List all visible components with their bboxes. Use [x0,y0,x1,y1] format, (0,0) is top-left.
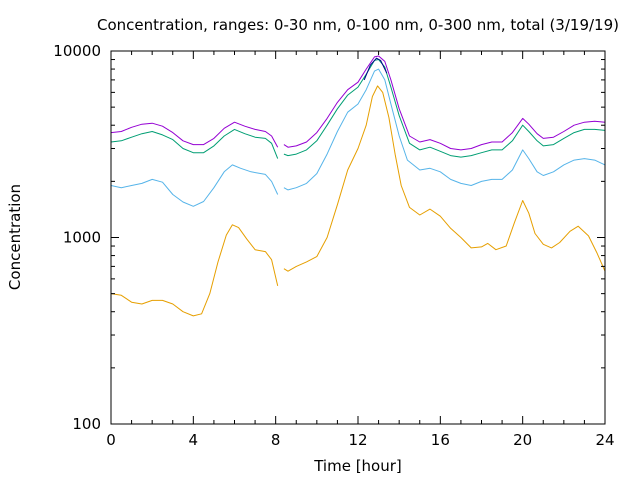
x-tick-label: 16 [431,431,450,449]
plot-frame [110,50,606,425]
x-tick-label: 0 [106,431,116,449]
x-axis-label: Time [hour] [313,457,402,475]
x-tick-label: 12 [348,431,367,449]
series-layer [110,55,606,317]
x-tick-label: 20 [513,431,532,449]
series-line-5 [363,57,388,81]
x-tick-label: 24 [595,431,614,449]
x-tick-label: 4 [189,431,199,449]
series-line-1 [110,85,606,317]
y-tick-label: 10000 [53,42,101,60]
series-line-2 [110,68,606,207]
y-tick-label: 1000 [63,229,101,247]
x-tick-label: 8 [271,431,281,449]
series-line-4 [110,55,606,151]
y-tick-label: 100 [72,415,101,433]
chart-title: Concentration, ranges: 0-30 nm, 0-100 nm… [97,16,619,34]
tick-layer: 0 4 8 12 16 20 24 100 1000 10000 [53,42,614,449]
y-axis-label: Concentration [6,184,24,290]
series-line-3 [110,59,606,159]
